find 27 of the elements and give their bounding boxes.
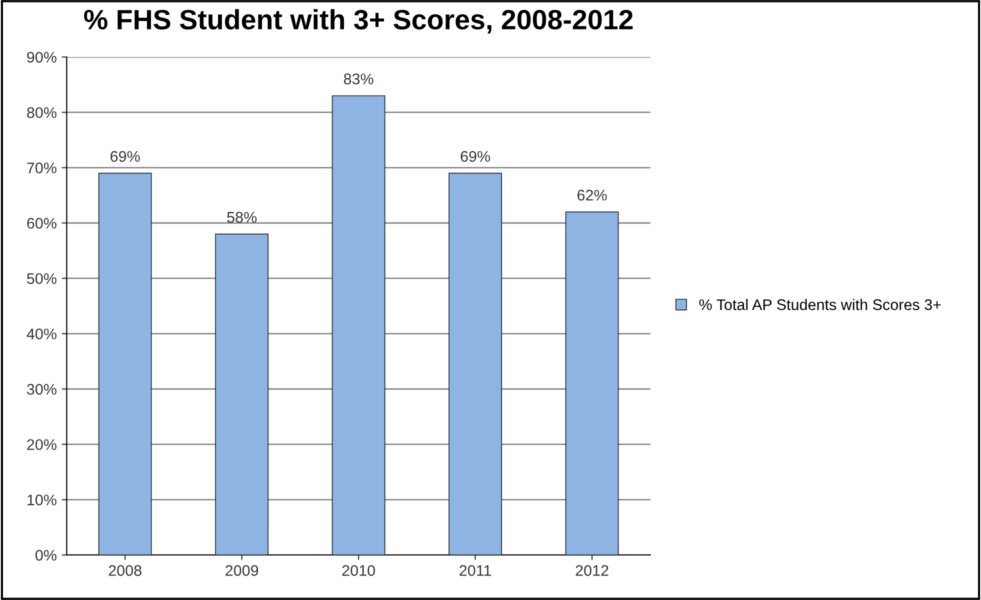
- legend-label: % Total AP Students with Scores 3+: [699, 298, 941, 310]
- text: 58%: [227, 212, 257, 223]
- y-tick-label: 20%: [27, 439, 56, 450]
- bar: [98, 172, 152, 555]
- x-tick-label: 2008: [108, 565, 142, 576]
- bar: [448, 172, 502, 555]
- y-tick-label: 90%: [27, 52, 56, 63]
- y-tick-label: 80%: [27, 107, 56, 118]
- x-tick-label: 2010: [342, 565, 375, 576]
- text: 83%: [344, 74, 374, 84]
- bar: [332, 95, 386, 555]
- bar: [565, 212, 619, 555]
- text: 69%: [110, 151, 140, 162]
- y-tick-label: 60%: [27, 218, 56, 229]
- y-tick-label: 30%: [26, 384, 56, 395]
- text: 62%: [578, 190, 607, 201]
- bar: [215, 234, 269, 555]
- y-tick-label: 40%: [26, 328, 56, 340]
- y-tick-label: 0%: [36, 550, 56, 561]
- chart-title: % FHS Student with 3+ Scores, 2008-2012: [84, 9, 633, 34]
- y-tick-label: 50%: [27, 273, 56, 284]
- y-tick-label: 70%: [27, 162, 56, 174]
- x-tick-label: 2012: [576, 565, 608, 576]
- text: 69%: [460, 151, 490, 162]
- x-tick-label: 2009: [226, 565, 258, 576]
- y-tick-label: 10%: [28, 494, 56, 506]
- x-tick-label: 2011: [460, 565, 491, 576]
